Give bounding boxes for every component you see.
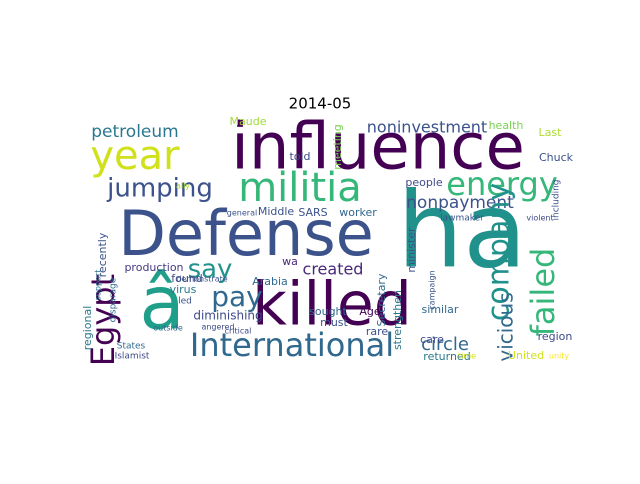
- word: petroleum: [91, 122, 178, 142]
- cloud-area: [80, 116, 560, 368]
- word: angered: [201, 323, 234, 332]
- word: Middle: [258, 205, 295, 218]
- word: time: [458, 352, 476, 361]
- word: energy: [446, 165, 558, 203]
- word: sought: [309, 305, 347, 318]
- title: 2014-05: [289, 95, 352, 113]
- word: Egypt: [84, 274, 122, 366]
- word: say: [188, 255, 233, 285]
- word: worker: [339, 206, 377, 219]
- word: found: [171, 272, 203, 285]
- word: recently: [96, 232, 109, 277]
- word: SARS: [298, 206, 327, 219]
- word: States: [117, 342, 146, 352]
- word: circle: [421, 334, 469, 355]
- word: general: [227, 209, 257, 218]
- word: critical: [225, 327, 252, 336]
- word: ally: [176, 182, 190, 191]
- word: virus: [170, 283, 197, 296]
- word: strengthen: [391, 290, 404, 350]
- word: failed: [524, 248, 562, 337]
- word: year: [90, 133, 180, 179]
- word: Arabia: [252, 275, 288, 288]
- word: noninvestment: [367, 118, 487, 137]
- word: influence: [231, 111, 525, 185]
- word: unity: [549, 352, 570, 361]
- word: support: [94, 270, 103, 301]
- word: minister: [405, 227, 418, 273]
- word: including: [552, 180, 562, 221]
- word: returned: [423, 350, 470, 363]
- word: â: [139, 261, 184, 347]
- word: diminishing: [193, 309, 262, 323]
- word: vicious: [494, 292, 518, 361]
- word: company: [482, 183, 517, 321]
- word: health: [489, 119, 524, 132]
- word: killed: [252, 270, 412, 340]
- word: region: [538, 330, 573, 343]
- word: Maude: [230, 115, 267, 128]
- word: wa: [282, 255, 298, 268]
- word: must: [320, 316, 348, 329]
- word: campaign: [428, 270, 437, 309]
- word: militia: [238, 165, 362, 211]
- word: Chuck: [539, 151, 574, 164]
- word: pay: [211, 280, 263, 313]
- word: violent: [526, 214, 553, 223]
- word: nonpayment: [406, 193, 514, 213]
- word: care: [420, 333, 444, 346]
- word: meeting: [331, 124, 344, 170]
- word: regional: [81, 306, 94, 351]
- word: Islamist: [115, 352, 150, 362]
- word: told: [289, 150, 310, 163]
- word: similar: [422, 303, 459, 316]
- word: outside: [153, 324, 183, 333]
- word: created: [303, 260, 364, 279]
- word: Defense: [118, 197, 374, 270]
- word: Age: [359, 305, 381, 318]
- word: Secretary: [375, 273, 388, 326]
- word: led: [178, 297, 192, 307]
- word: United: [508, 349, 544, 362]
- word: people: [405, 176, 443, 189]
- word: jumping: [106, 174, 213, 204]
- word: ha: [397, 169, 527, 291]
- word: Last: [539, 126, 563, 139]
- word: International: [190, 326, 394, 364]
- word: rare: [366, 325, 389, 338]
- word: demonstrate: [176, 275, 227, 284]
- word: lawmaker: [440, 214, 484, 224]
- word: production: [124, 261, 183, 274]
- word: disparage: [109, 277, 119, 322]
